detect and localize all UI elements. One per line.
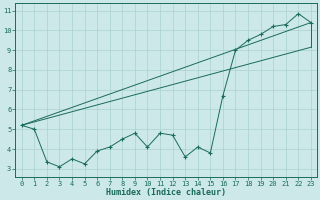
X-axis label: Humidex (Indice chaleur): Humidex (Indice chaleur) [106,188,226,197]
